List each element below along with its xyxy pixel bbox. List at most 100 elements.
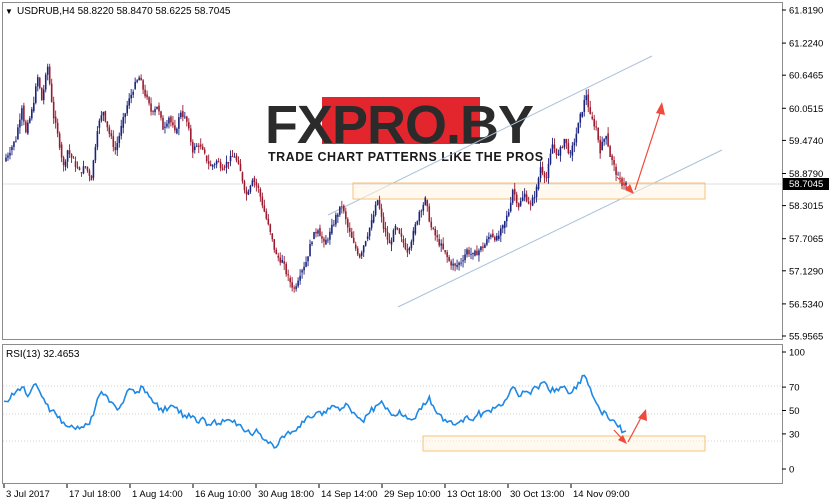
channel-lower-line — [397, 149, 723, 308]
price-tick-label: 57.1290 — [789, 266, 823, 277]
candle-body — [34, 86, 37, 103]
candle-body — [172, 122, 174, 126]
candle-body — [29, 118, 31, 123]
candle-body — [108, 127, 111, 134]
price-tick-label: 55.9565 — [789, 332, 823, 343]
candle-body — [189, 128, 192, 142]
candle-body — [356, 248, 359, 255]
candle-body — [146, 94, 148, 98]
candle-body — [605, 136, 607, 140]
candle-body — [148, 97, 150, 104]
candle-body — [273, 239, 276, 250]
candle-body — [229, 156, 232, 162]
candle-body — [364, 241, 367, 246]
candle-body — [501, 225, 504, 229]
candle-body — [118, 135, 121, 143]
candle-body — [424, 197, 427, 205]
candle-body — [507, 212, 510, 216]
candle-body — [64, 161, 67, 167]
candle-body — [88, 170, 91, 176]
candle-body — [279, 257, 282, 263]
watermark: FXPRO.BY TRADE CHART PATTERNS LIKE THE P… — [265, 95, 544, 164]
candle-body — [420, 210, 423, 212]
rsi-tick-label: 70 — [789, 383, 800, 394]
time-tick-label: 1 Aug 14:00 — [132, 489, 183, 500]
candle-body — [462, 260, 464, 262]
candle-body — [615, 166, 617, 175]
candle-body — [176, 128, 178, 134]
candle-body — [374, 204, 377, 215]
candle-body — [603, 139, 605, 142]
candle-body — [48, 66, 51, 84]
candle-body — [315, 232, 317, 234]
price-tick-label: 57.7065 — [789, 234, 823, 245]
candle-body — [394, 226, 397, 231]
candle-body — [130, 94, 132, 99]
candle-body — [289, 277, 291, 283]
candle-body — [583, 100, 586, 112]
candle-body — [21, 108, 23, 120]
candle-body — [313, 232, 315, 240]
candle-body — [243, 181, 246, 191]
rsi-tick-label: 0 — [789, 465, 794, 476]
candle-body — [154, 109, 156, 113]
candle-body — [38, 77, 41, 88]
candle-body — [456, 264, 458, 267]
candle-body — [58, 133, 61, 148]
candle-body — [106, 121, 109, 128]
candle-body — [102, 112, 105, 116]
candle-body — [166, 123, 168, 127]
candle-body — [533, 197, 536, 199]
candle-body — [519, 200, 522, 206]
rsi-tick-label: 30 — [789, 429, 800, 440]
candle-body — [5, 157, 7, 162]
candle-body — [82, 166, 85, 174]
candle-body — [343, 205, 345, 212]
rsi-pane-frame — [2, 344, 783, 484]
candle-body — [525, 194, 528, 202]
candle-body — [247, 191, 250, 195]
candle-body — [513, 189, 516, 195]
candle-body — [352, 237, 355, 243]
candle-body — [56, 122, 59, 134]
candle-body — [537, 178, 540, 190]
candle-body — [563, 138, 566, 148]
candle-body — [225, 161, 228, 168]
candle-body — [184, 116, 186, 118]
candle-body — [193, 146, 196, 151]
candle-body — [62, 157, 65, 166]
candle-body — [545, 177, 548, 179]
candle-body — [551, 144, 554, 154]
candle-body — [345, 211, 347, 220]
candle-body — [521, 197, 524, 201]
candle-body — [480, 246, 482, 251]
candle-body — [11, 146, 13, 151]
candle-body — [259, 189, 262, 197]
candle-body — [17, 127, 19, 139]
candle-body — [494, 236, 496, 241]
candle-body — [579, 113, 582, 123]
candle-body — [348, 227, 351, 232]
candle-body — [239, 163, 242, 172]
time-tick-label: 3 Jul 2017 — [6, 489, 50, 500]
candle-body — [78, 167, 81, 171]
candle-body — [398, 228, 401, 234]
candle-body — [237, 160, 240, 164]
candle-body — [245, 190, 248, 195]
candle-body — [557, 153, 560, 155]
candle-body — [354, 244, 357, 249]
candle-body — [466, 249, 468, 255]
candle-body — [205, 155, 208, 162]
price-axis: 61.8190 61.2240 60.6465 60.0515 59.4740 58.87… — [782, 6, 823, 343]
candle-body — [400, 233, 403, 237]
candle-body — [559, 146, 562, 156]
candle-body — [527, 201, 530, 204]
candle-body — [384, 227, 387, 232]
candle-body — [195, 145, 198, 147]
candle-body — [213, 164, 216, 166]
candle-body — [255, 182, 258, 186]
candle-body — [346, 219, 349, 228]
watermark-tagline: TRADE CHART PATTERNS LIKE THE PROS — [268, 150, 544, 164]
rsi-title: RSI(13) 32.4653 — [6, 349, 80, 360]
candle-body — [233, 156, 236, 158]
